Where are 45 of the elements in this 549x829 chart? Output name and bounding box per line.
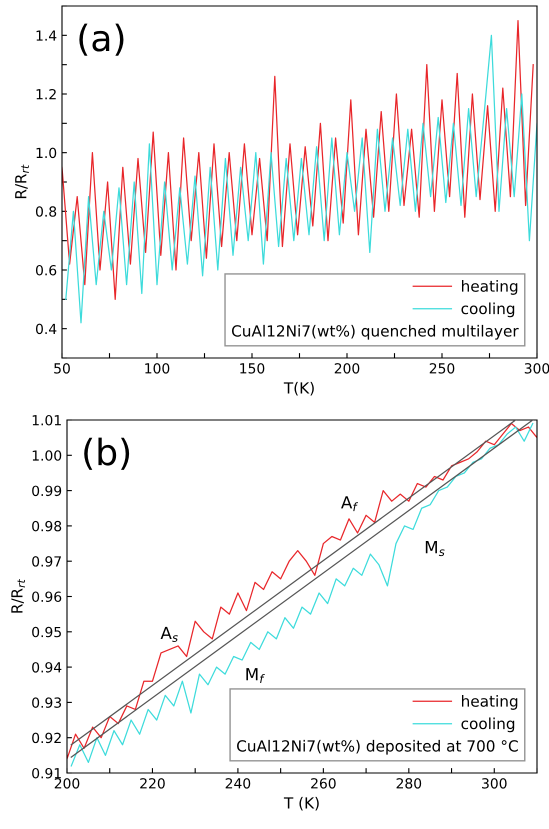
x-tick-label: 200 [334, 363, 360, 374]
y-tick-label: 1.00 [32, 450, 62, 461]
legend-title: CuAl12Ni7(wt%) deposited at 700 °C [237, 740, 518, 755]
legend-label: heating [462, 280, 518, 295]
x-tick-label: 260 [311, 778, 336, 789]
y-tick-label: 0.8 [36, 206, 56, 217]
legend-label: heating [462, 695, 518, 710]
x-tick-label: 250 [430, 363, 454, 374]
y-tick-label: 0.96 [32, 591, 62, 602]
annotation: M$_{s}$ [426, 541, 445, 556]
x-axis-title: T(K) [284, 382, 314, 396]
legend-title: CuAl12Ni7(wt%) quenched multilayer [232, 324, 519, 340]
y-axis-title: R/R$_{rt}$ [11, 578, 25, 613]
x-tick-label: 280 [396, 778, 422, 789]
y-tick-label: 0.4 [36, 324, 56, 334]
y-tick-label: 0.98 [32, 520, 62, 532]
x-tick-label: 50 [54, 363, 70, 374]
y-tick-label: 0.97 [32, 556, 61, 567]
y-tick-label: 0.93 [32, 697, 62, 708]
y-tick-label: 0.92 [32, 732, 61, 744]
legend-label: cooling [461, 717, 514, 732]
x-tick-label: 220 [140, 778, 165, 789]
x-tick-label: 300 [482, 778, 507, 789]
x-axis-title: T (K) [284, 796, 319, 810]
annotation: A$_{f}$ [341, 496, 358, 512]
y-tick-label: 1.01 [32, 414, 61, 426]
x-tick-label: 300 [524, 363, 549, 374]
x-tick-label: 240 [226, 778, 250, 789]
y-tick-label: 0.91 [32, 768, 61, 778]
y-tick-label: 0.94 [32, 662, 62, 673]
y-tick-label: 0.6 [36, 264, 56, 276]
y-axis-title: R/R$_{rt}$ [15, 164, 29, 198]
annotation: A$_{s}$ [160, 626, 178, 642]
y-tick-label: 0.95 [32, 626, 61, 638]
y-tick-label: 1.0 [36, 148, 56, 158]
y-tick-label: 1.2 [36, 88, 56, 100]
y-tick-label: 1.4 [36, 30, 56, 41]
annotation: M$_{f}$ [246, 668, 265, 684]
annotation: (a) [79, 24, 124, 56]
annotation: (b) [84, 438, 130, 470]
x-tick-label: 200 [54, 778, 80, 789]
x-tick-label: 150 [240, 363, 264, 374]
x-tick-label: 100 [145, 363, 170, 374]
legend-label: cooling [461, 302, 514, 318]
y-tick-label: 0.99 [32, 486, 62, 496]
